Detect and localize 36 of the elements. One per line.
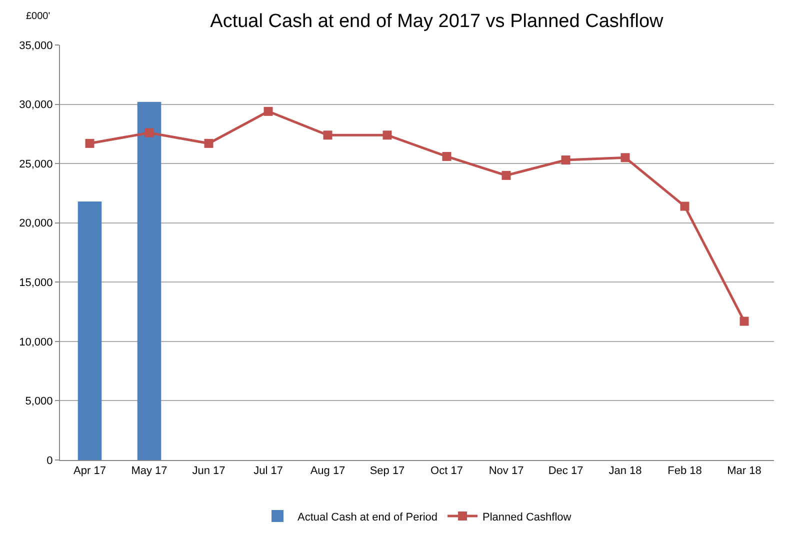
x-tick-label: Mar 18 [727, 465, 762, 478]
y-tick-label: 10,000 [19, 336, 53, 348]
y-tick-label: 20,000 [19, 218, 53, 230]
point [144, 128, 154, 138]
x-tick-label: Dec 17 [548, 465, 584, 478]
y-axis-title: £000' [26, 11, 50, 22]
x-tick-label: Nov 17 [488, 465, 524, 478]
y-tick-label: 15,000 [19, 276, 53, 289]
point [561, 156, 570, 165]
x-tick-label: Oct 17 [430, 465, 463, 478]
point [502, 170, 511, 180]
legend-label: Actual Cash at end of Period [298, 511, 438, 524]
x-tick-label: Sep 17 [370, 465, 405, 478]
point [442, 152, 452, 161]
y-tick-label: 5,000 [25, 396, 53, 408]
y-tick-label: 25,000 [19, 158, 53, 170]
y-tick-label: 30,000 [19, 99, 53, 112]
y-tick-label: 0 [46, 454, 53, 467]
legend-label: Planned Cashflow [482, 511, 572, 524]
x-tick-label: Feb 18 [668, 465, 702, 478]
point [204, 138, 214, 148]
x-tick-label: Apr 17 [74, 465, 106, 478]
point [382, 130, 392, 140]
y-tick-label: 35,000 [19, 40, 53, 52]
point [620, 153, 630, 162]
chart-title: Actual Cash at end of May 2017 vs Planned Cashflow [210, 10, 664, 32]
x-tick-label: Aug 17 [310, 465, 346, 478]
x-tick-label: May 17 [131, 465, 168, 478]
point [680, 202, 690, 211]
x-tick-label: Jan 18 [608, 465, 642, 478]
point [85, 138, 94, 148]
point [264, 106, 273, 116]
x-tick-label: Jul 17 [254, 465, 283, 478]
point [323, 130, 332, 140]
x-tick-label: Jun 17 [192, 465, 226, 478]
point [740, 316, 749, 326]
